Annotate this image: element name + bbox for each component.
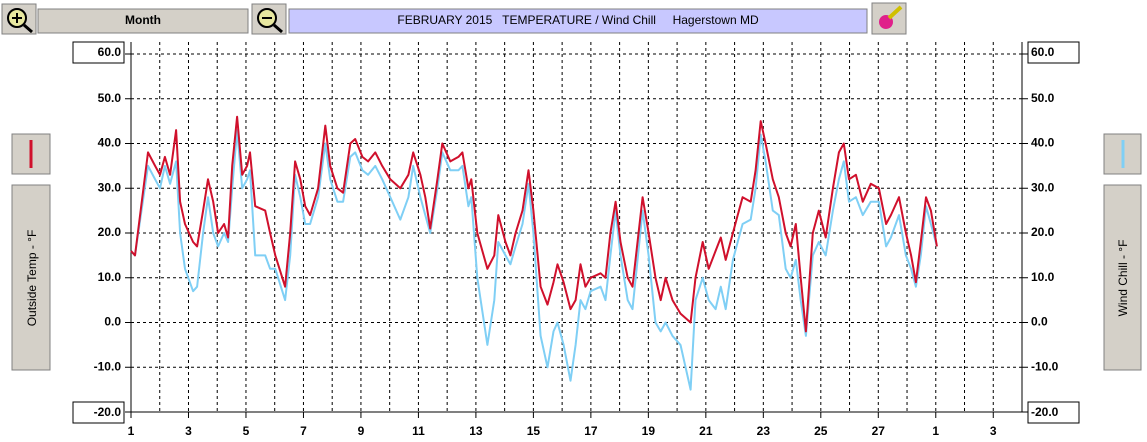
y-tick-label: -10.0 [1031,359,1059,373]
y-tick-label: -10.0 [94,359,122,373]
y-tick-label: 60.0 [98,45,122,59]
y2-axis-button[interactable] [1103,184,1142,371]
zoom-out[interactable] [251,3,287,35]
y-tick-label: 40.0 [98,136,122,150]
y-tick-box [1027,41,1080,64]
y-tick-label: -20.0 [94,405,122,419]
y2-axis-label: Wind Chill - °F [1116,240,1130,317]
x-tick-label: 23 [757,424,771,438]
x-tick-label: 1 [932,424,939,438]
title-box [288,8,868,34]
x-tick-label: 3 [990,424,997,438]
y-tick-box [72,401,125,424]
period-label: Month [125,13,161,27]
x-tick-label: 15 [527,424,541,438]
x-tick-label: 3 [185,424,192,438]
plot: 1 3 5 7 9 11 13 15 17 19 21 23 25 27 1 3-20.0-10.00.010… [72,41,1080,438]
x-tick-label: 11 [412,424,425,438]
series-line [130,115,938,333]
y-tick-label: -20.0 [1031,405,1059,419]
x-tick-label: 5 [243,424,250,438]
y-tick-label: 10.0 [98,270,122,284]
y-tick-label: 0.0 [1031,315,1048,329]
y-tick-label: 20.0 [98,225,122,239]
y-axis-button[interactable] [11,184,51,371]
x-tick-label: 13 [469,424,483,438]
x-tick-label: 1 [128,424,135,438]
y-tick-label: 0.0 [104,315,121,329]
y-tick-label: 60.0 [1031,45,1055,59]
x-tick-label: 19 [642,424,656,438]
y-tick-label: 50.0 [1031,91,1055,105]
x-tick-label: 7 [300,424,307,438]
x-tick-label: 27 [872,424,886,438]
chart-title: FEBRUARY 2015 TEMPERATURE / Wind Chill H… [397,13,759,27]
x-tick-label: 21 [699,424,713,438]
period-button[interactable]: Month [37,8,249,34]
y-tick-label: 30.0 [98,180,122,194]
windchill-legend[interactable] [1103,133,1142,175]
y-tick-label: 20.0 [1031,225,1055,239]
y-tick-box [1027,401,1080,424]
series-line [130,129,938,391]
y-tick-label: 30.0 [1031,180,1055,194]
y-axis-label: Outside Temp - °F [25,230,39,327]
x-tick-label: 9 [358,424,365,438]
x-tick-label: 17 [584,424,598,438]
y-tick-label: 40.0 [1031,136,1055,150]
x-tick-label: 25 [814,424,828,438]
color-picker[interactable] [871,2,907,35]
temp-legend[interactable] [11,133,51,175]
y-tick-label: 10.0 [1031,270,1055,284]
y-tick-label: 50.0 [98,91,122,105]
y-tick-box [72,41,125,64]
zoom-in[interactable] [1,3,37,35]
